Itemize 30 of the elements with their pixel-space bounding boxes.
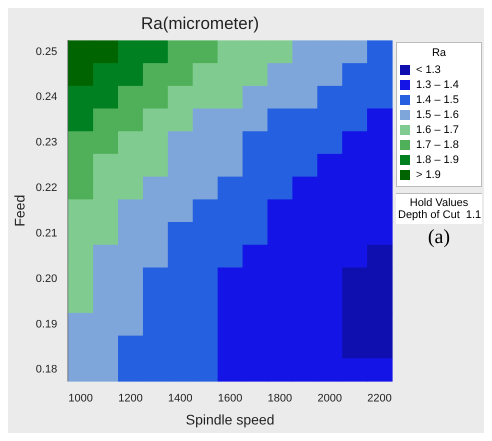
color-bar-label: > 1.9	[416, 168, 441, 180]
x-tick-label: 1600	[218, 392, 242, 405]
x-tick-label: 2200	[367, 392, 392, 405]
color-bar-label: 1.5 – 1.6	[416, 108, 459, 120]
y-tick-label: 0.23	[36, 136, 58, 149]
color-bar-label: 1.3 – 1.4	[416, 78, 459, 90]
y-tick-label: 0.25	[36, 46, 58, 58]
color-bar-label: 1.6 – 1.7	[416, 124, 459, 136]
y-axis-title: Feed	[11, 194, 28, 227]
y-tick-label: 0.20	[36, 272, 58, 285]
y-tick-label: 0.18	[36, 364, 58, 376]
legend-title: Ra	[430, 47, 448, 59]
x-tick-label: 1800	[268, 392, 292, 405]
text: Hold Values	[408, 197, 470, 209]
x-tick-label: 1400	[168, 392, 193, 405]
color-bar-label: < 1.3	[416, 64, 441, 76]
y-tick-label: 0.21	[36, 227, 58, 240]
x-tick-label: 1200	[118, 392, 143, 405]
color-bar-label: 1.4 – 1.5	[416, 94, 459, 106]
x-tick-label: 1000	[68, 392, 93, 405]
x-tick-label: 2000	[317, 392, 342, 405]
color-bar-label: 1.8 – 1.9	[416, 154, 459, 166]
y-tick-label: 0.24	[36, 91, 58, 104]
text: (a)	[426, 226, 452, 249]
y-tick-label: 0.22	[36, 182, 58, 194]
color-bar-label: 1.7 – 1.8	[416, 138, 459, 150]
text: Depth of Cut 1.1	[398, 209, 482, 221]
x-axis-title: Spindle speed	[186, 411, 274, 428]
y-tick-label: 0.19	[36, 318, 58, 330]
chart-title: Ra(micrometer)	[140, 14, 260, 33]
